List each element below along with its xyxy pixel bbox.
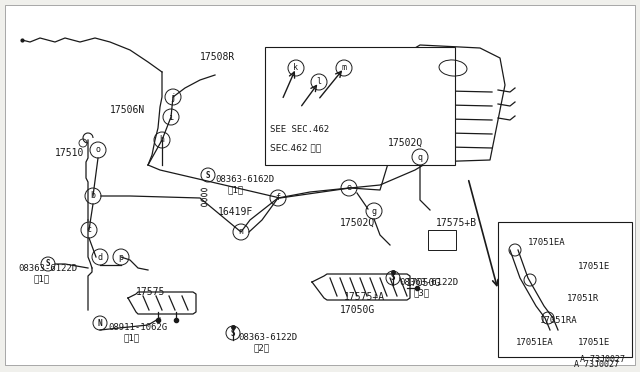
Text: 17510: 17510 [55,148,84,158]
Text: 17502Q: 17502Q [388,138,423,148]
Text: 16419F: 16419F [218,207,253,217]
Text: （1）: （1） [228,185,244,194]
Text: 17575+A: 17575+A [344,292,385,302]
Text: 17051E: 17051E [578,262,611,271]
Text: S: S [205,170,211,180]
Bar [498,222,632,357]
Text: q: q [417,153,422,161]
Text: 17050G: 17050G [340,305,375,315]
Text: 08363-6162D: 08363-6162D [215,175,274,184]
Text: d: d [97,253,102,262]
Bar [428,230,456,250]
Text: 17050G: 17050G [406,278,441,288]
Text: k: k [294,64,298,73]
Text: p: p [118,253,124,262]
Text: SEE SEC.462: SEE SEC.462 [270,125,329,135]
Text: 17051RA: 17051RA [540,316,578,325]
Text: S: S [45,260,51,269]
Text: j: j [170,93,175,102]
Text: A 73J0027: A 73J0027 [574,360,619,369]
Text: b: b [90,192,95,201]
Text: o: o [95,145,100,154]
Text: S: S [390,273,396,282]
Text: l: l [317,77,321,87]
Text: 17575+B: 17575+B [436,218,477,228]
Text: c: c [86,225,92,234]
Bar [265,47,455,165]
Text: 17575: 17575 [136,287,165,297]
Text: 17508R: 17508R [200,52,236,62]
Text: 17051EA: 17051EA [528,238,566,247]
Text: A 73J0027: A 73J0027 [580,355,625,364]
Text: 08363-6122D: 08363-6122D [18,264,77,273]
Text: i: i [168,112,173,122]
Text: SEC.462 参照: SEC.462 参照 [270,144,321,153]
Text: 17051EA: 17051EA [516,338,554,347]
Text: e: e [346,183,351,192]
Text: 08363-6122D: 08363-6122D [238,333,297,342]
Text: 17502Q: 17502Q [340,218,375,228]
Text: 08363-6122D: 08363-6122D [399,278,458,287]
Text: S: S [230,328,236,337]
Text: 17506N: 17506N [110,105,145,115]
Text: m: m [342,64,346,73]
Text: （2）: （2） [253,343,269,352]
Text: 08911-1062G: 08911-1062G [108,323,167,332]
Text: N: N [98,318,102,327]
Text: h: h [159,135,164,144]
Text: g: g [371,206,376,215]
Text: （1）: （1） [33,274,49,283]
Text: （3）: （3） [414,288,430,297]
Text: n: n [239,228,243,237]
Text: （1）: （1） [123,333,139,342]
Text: f: f [275,193,280,202]
Text: 17051R: 17051R [567,294,599,303]
Text: 17051E: 17051E [578,338,611,347]
